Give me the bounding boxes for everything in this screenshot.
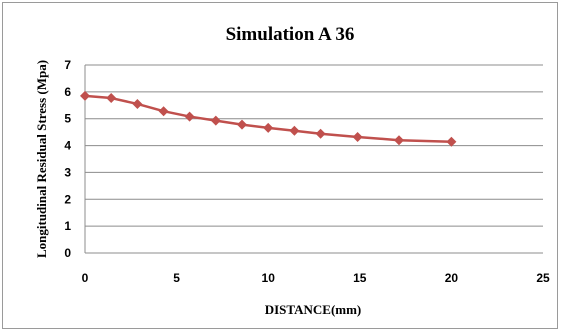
y-tick-label: 3	[64, 165, 71, 179]
y-tick-label: 6	[64, 85, 71, 99]
axes	[84, 65, 543, 254]
y-tick-label: 1	[64, 219, 71, 233]
data-point	[210, 115, 221, 126]
data-point	[446, 136, 457, 147]
y-tick-label: 2	[64, 192, 71, 206]
x-tick-label: 0	[82, 271, 89, 285]
gridlines	[85, 64, 543, 227]
data-point	[80, 90, 90, 101]
x-tick-label: 20	[445, 271, 459, 285]
x-tick-label: 10	[262, 271, 276, 285]
x-tick-labels: 0 5 10 15 20 25	[82, 271, 550, 285]
x-tick-label: 15	[353, 271, 367, 285]
chart-frame	[2, 2, 558, 329]
data-point	[184, 111, 195, 122]
series-group	[80, 90, 457, 147]
y-tick-label: 4	[64, 139, 71, 153]
y-tick-label: 5	[64, 112, 71, 126]
data-point	[237, 119, 248, 130]
x-tick-label: 25	[536, 271, 550, 285]
data-point	[315, 128, 326, 139]
data-point	[106, 93, 117, 104]
y-axis-label: Longitudinal Residual Stress (Mpa)	[34, 60, 49, 258]
x-tick-label: 5	[173, 271, 180, 285]
x-axis-label: DISTANCE(mm)	[265, 302, 362, 317]
chart-title: Simulation A 36	[226, 24, 355, 45]
data-point	[352, 131, 363, 142]
data-point	[158, 106, 169, 117]
data-point	[132, 98, 143, 109]
y-tick-labels: 0 1 2 3 4 5 6 7	[64, 58, 71, 260]
y-tick-label: 7	[64, 58, 71, 72]
data-point	[289, 125, 300, 136]
data-point	[263, 122, 274, 133]
data-point	[394, 135, 405, 146]
y-tick-label: 0	[64, 246, 71, 260]
